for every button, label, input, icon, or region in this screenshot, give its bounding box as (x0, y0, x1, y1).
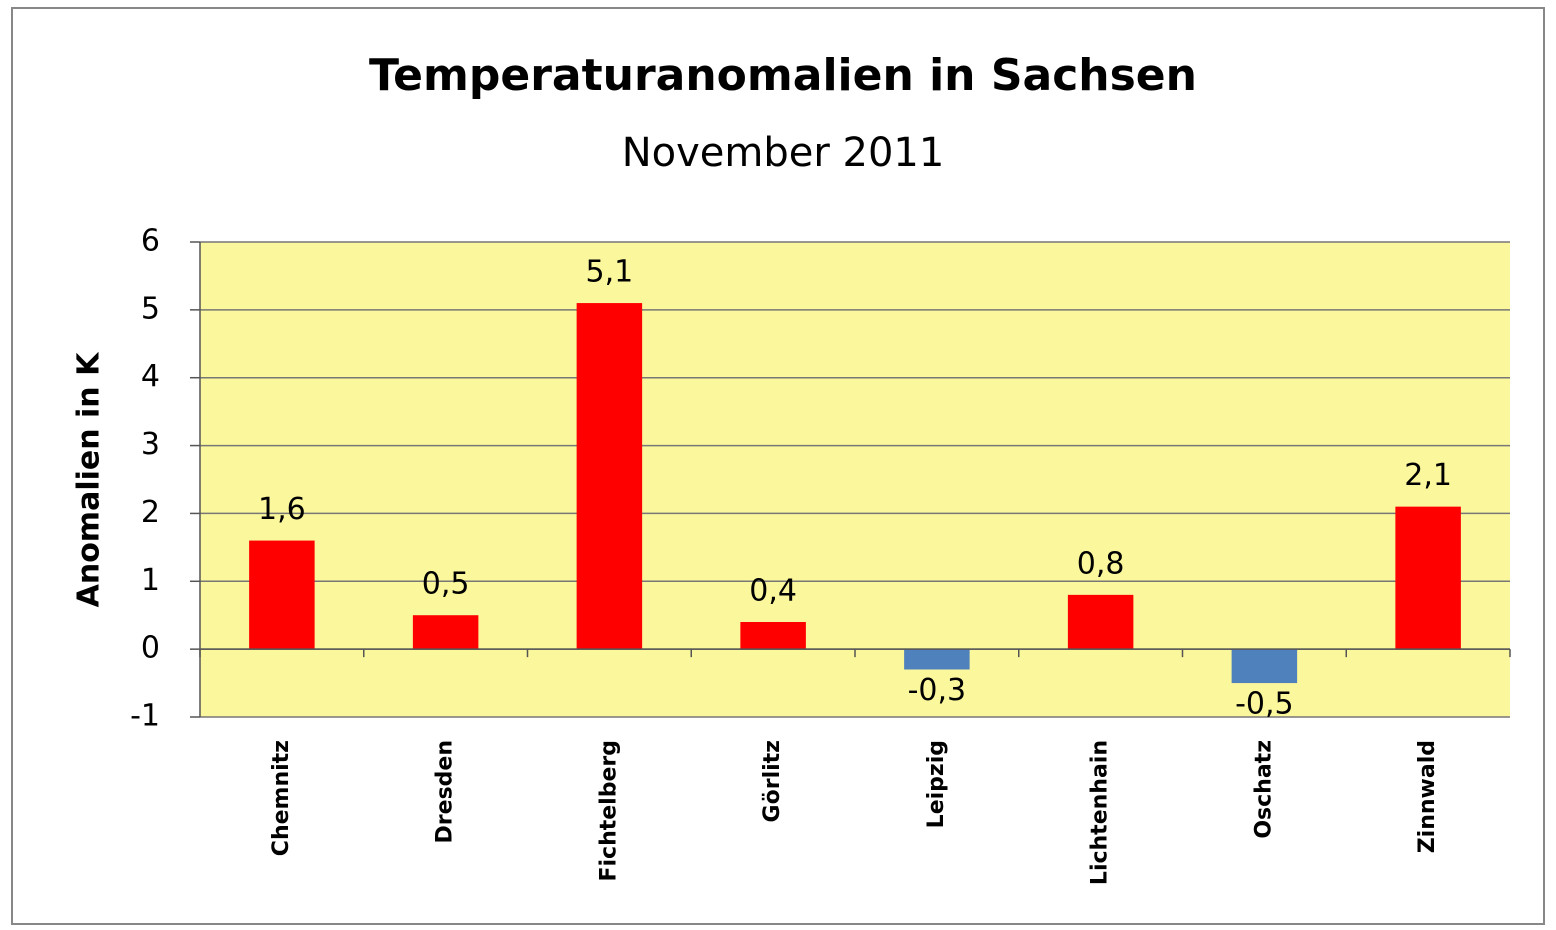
y-tick-label: 5 (141, 291, 160, 326)
x-tick-label: Görlitz (760, 740, 785, 822)
y-tick-label: 2 (141, 495, 160, 530)
bar (740, 622, 806, 650)
value-label: 0,8 (1077, 546, 1125, 581)
bar (904, 649, 970, 670)
chart-title: Temperaturanomalien in Sachsen (369, 50, 1197, 101)
x-tick-label: Dresden (433, 740, 458, 843)
value-label: 1,6 (258, 492, 306, 527)
value-label: 0,5 (422, 567, 470, 602)
x-tick-label: Lichtenhain (1088, 740, 1113, 885)
y-tick-label: 6 (141, 224, 160, 259)
y-tick-label: 3 (141, 427, 160, 462)
x-tick-label: Zinnwald (1415, 740, 1440, 853)
y-tick-label: 4 (141, 359, 160, 394)
x-tick-label: Leipzig (924, 740, 949, 828)
value-label: 5,1 (586, 255, 634, 290)
bar (1395, 506, 1461, 650)
y-axis-label: Anomalien in K (72, 351, 107, 607)
y-tick-label: 1 (141, 563, 160, 598)
y-tick-label: -1 (130, 699, 160, 734)
value-label: 0,4 (749, 574, 797, 609)
y-tick-label: 0 (141, 631, 160, 666)
bar (1231, 649, 1298, 684)
bar (576, 303, 643, 650)
bar (412, 615, 479, 650)
plot-area (200, 242, 1510, 717)
value-label: -0,5 (1235, 687, 1294, 722)
bar (249, 540, 315, 650)
chart-subtitle: November 2011 (622, 130, 945, 176)
value-label: -0,3 (908, 673, 967, 708)
value-label: 2,1 (1404, 458, 1452, 493)
x-tick-label: Fichtelberg (596, 740, 621, 882)
x-tick-label: Oschatz (1251, 740, 1276, 839)
x-tick-label: Chemnitz (269, 740, 294, 856)
bar (1067, 594, 1134, 650)
